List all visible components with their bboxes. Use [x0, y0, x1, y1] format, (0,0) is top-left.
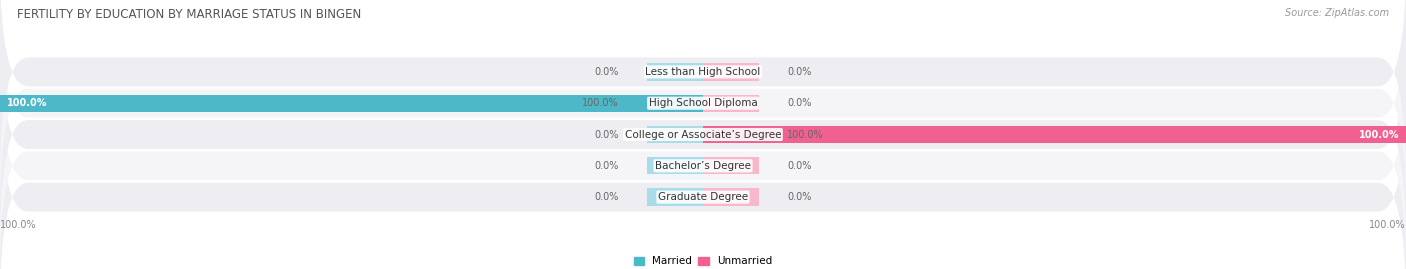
Text: 100.0%: 100.0% — [1369, 220, 1406, 230]
Bar — [703, 189, 759, 206]
FancyBboxPatch shape — [0, 55, 1406, 269]
Text: Bachelor’s Degree: Bachelor’s Degree — [655, 161, 751, 171]
Text: 100.0%: 100.0% — [582, 98, 619, 108]
Text: 100.0%: 100.0% — [1358, 129, 1399, 140]
FancyBboxPatch shape — [0, 0, 1406, 183]
Text: Source: ZipAtlas.com: Source: ZipAtlas.com — [1285, 8, 1389, 18]
Legend: Married, Unmarried: Married, Unmarried — [630, 252, 776, 269]
Text: 0.0%: 0.0% — [595, 192, 619, 202]
Bar — [647, 126, 703, 143]
Text: 100.0%: 100.0% — [0, 220, 37, 230]
Text: 0.0%: 0.0% — [787, 192, 811, 202]
Bar — [647, 63, 703, 80]
Text: FERTILITY BY EDUCATION BY MARRIAGE STATUS IN BINGEN: FERTILITY BY EDUCATION BY MARRIAGE STATU… — [17, 8, 361, 21]
Text: 0.0%: 0.0% — [595, 67, 619, 77]
Text: 0.0%: 0.0% — [787, 98, 811, 108]
Text: Graduate Degree: Graduate Degree — [658, 192, 748, 202]
Text: College or Associate’s Degree: College or Associate’s Degree — [624, 129, 782, 140]
Text: Less than High School: Less than High School — [645, 67, 761, 77]
Bar — [647, 189, 703, 206]
FancyBboxPatch shape — [0, 86, 1406, 269]
Bar — [703, 157, 759, 174]
Bar — [703, 126, 1406, 143]
Bar — [703, 63, 759, 80]
Text: 0.0%: 0.0% — [595, 129, 619, 140]
Text: High School Diploma: High School Diploma — [648, 98, 758, 108]
Bar — [0, 95, 703, 112]
Text: 0.0%: 0.0% — [787, 67, 811, 77]
Text: 0.0%: 0.0% — [595, 161, 619, 171]
FancyBboxPatch shape — [0, 24, 1406, 245]
FancyBboxPatch shape — [0, 0, 1406, 214]
Text: 100.0%: 100.0% — [7, 98, 48, 108]
Text: 0.0%: 0.0% — [787, 161, 811, 171]
Bar — [703, 95, 759, 112]
Bar — [647, 157, 703, 174]
Text: 100.0%: 100.0% — [787, 129, 824, 140]
